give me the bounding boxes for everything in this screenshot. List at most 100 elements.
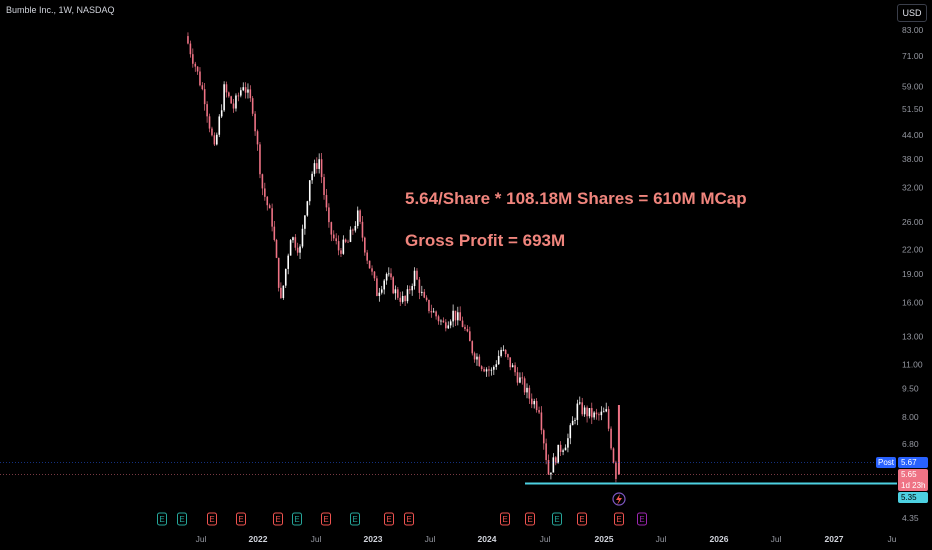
candle-body [423,291,426,298]
time-axis: Jul 2022 Jul 2023 Jul 2024 Jul 2025 Jul 2026 Jul 20… [196,534,897,544]
svg-text:E: E [639,515,644,524]
earnings-marker-icon[interactable]: E [637,512,647,526]
candle-body [557,444,560,464]
candle-body [352,229,354,231]
candle-body [261,174,264,189]
candle-body [213,135,216,145]
candle-body [275,239,278,258]
candle-body [264,188,266,197]
earnings-marker-icon[interactable]: E [384,512,394,526]
y-tick-label: 6.80 [902,439,919,449]
earnings-marker-icon[interactable]: E [552,512,562,526]
candle-body [192,54,194,64]
candle-body [366,252,368,261]
candle-body [251,98,254,114]
candle-body [404,296,406,302]
candle-body [394,289,397,294]
earnings-marker-icon[interactable]: E [157,512,167,526]
earnings-marker-icon[interactable]: E [273,512,283,526]
candle-body [340,250,342,254]
candle-body [256,131,259,145]
x-tick-label: Jul [656,534,667,544]
annotation-gross-profit[interactable]: Gross Profit = 693M [405,231,566,250]
candle-body [478,356,481,367]
candle-body [383,280,385,290]
candle-body [225,84,228,93]
candle-body [388,273,390,275]
candle-body [235,95,237,109]
candle-body [323,177,325,195]
candle-body [237,95,240,97]
candle-body [373,271,376,279]
candle-body [521,377,524,379]
candle-body [490,369,493,371]
candle-body [542,430,545,444]
y-tick-label: 22.00 [902,245,924,255]
y-tick-label: 16.00 [902,297,924,307]
candle-body [268,205,271,209]
y-tick-label: 44.00 [902,130,924,140]
candle-body [273,226,276,240]
y-tick-label: 26.00 [902,217,924,227]
candle-body [347,241,349,243]
lightning-event-icon[interactable] [612,492,626,506]
x-tick-label: 2027 [825,534,844,544]
candle-body [480,366,483,370]
candle-body [440,320,442,322]
candle-body [485,369,488,372]
earnings-marker-icon[interactable]: E [614,512,624,526]
candle-body [376,278,378,296]
svg-text:E: E [275,515,280,524]
candle-body [452,310,454,322]
x-tick-label: Jul [771,534,782,544]
earnings-marker-icon[interactable]: E [525,512,535,526]
last-price-tag: 5.65 1d 23h [898,469,928,491]
annotation-mcap[interactable]: 5.64/Share * 108.18M Shares = 610M MCap [405,189,747,208]
candle-body [325,194,328,208]
candle-body [612,448,615,463]
candle-body [223,84,225,111]
candle-body [526,387,528,393]
candle-body [304,215,306,229]
candle-body [516,372,519,383]
candle-body [194,63,197,67]
earnings-marker-icon[interactable]: E [321,512,331,526]
candle-body [581,402,584,415]
earnings-marker-icon[interactable]: E [292,512,302,526]
candle-body [511,365,514,368]
candle-body [266,196,269,206]
earnings-marker-icon[interactable]: E [236,512,246,526]
candle-body [519,377,521,383]
currency-button[interactable]: USD [897,4,927,22]
candle-body [316,163,318,169]
candle-body [576,403,579,420]
candle-body [469,331,471,342]
candle-body [413,270,416,287]
earnings-marker-icon[interactable]: E [404,512,414,526]
candle-body [254,113,256,132]
candle-body [559,444,562,452]
candle-body [432,311,435,313]
earnings-marker-icon[interactable]: E [177,512,187,526]
candle-body [399,297,402,302]
candle-body [313,163,316,174]
y-tick-label: 13.00 [902,332,924,342]
post-label: Post [876,457,896,468]
x-tick-label: Jul [425,534,436,544]
y-tick-label: 8.00 [902,412,919,422]
svg-text:E: E [386,515,391,524]
svg-text:E: E [527,515,532,524]
earnings-marker-icon[interactable]: E [577,512,587,526]
candle-body [280,287,282,298]
earnings-marker-icon[interactable]: E [207,512,217,526]
candle-body [259,144,261,175]
candle-body [294,237,297,248]
candle-body [514,365,516,373]
candle-body [457,312,459,321]
symbol-title: Bumble Inc., 1W, NASDAQ [6,5,115,15]
earnings-marker-icon[interactable]: E [350,512,360,526]
earnings-marker-icon[interactable]: E [500,512,510,526]
candle-body [567,438,569,448]
